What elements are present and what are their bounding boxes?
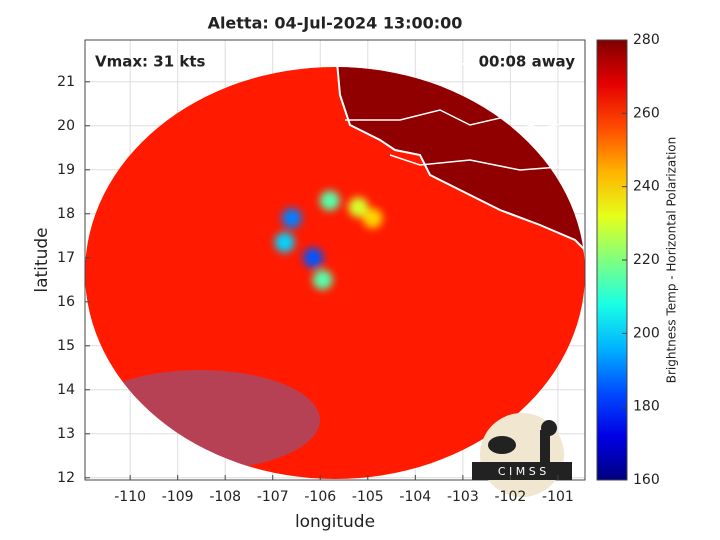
state-border	[389, 154, 585, 171]
time-label: 00:08 away	[479, 53, 576, 71]
y-tick-label: 21	[57, 74, 75, 90]
x-tick-label: -102	[494, 489, 526, 505]
y-tick-label: 16	[57, 294, 75, 310]
x-tick-label: -105	[352, 489, 384, 505]
colorbar-tick-label: 200	[633, 325, 660, 341]
state-border	[429, 49, 585, 71]
colorbar-tick-label: 220	[633, 252, 660, 268]
y-tick-label: 17	[57, 250, 75, 266]
x-axis-label: longitude	[295, 512, 375, 532]
y-tick-label: 13	[57, 426, 75, 442]
y-tick-label: 12	[57, 470, 75, 486]
chart-title: Aletta: 04-Jul-2024 13:00:00	[208, 14, 463, 33]
axes-frame	[84, 39, 586, 481]
y-tick-label: 15	[57, 338, 75, 354]
logo: C I M S S	[472, 413, 572, 497]
state-border	[345, 109, 585, 129]
y-tick-label: 18	[57, 206, 75, 222]
colorbar-tick-label: 280	[633, 32, 660, 48]
logo-text: C I M S S	[498, 465, 546, 478]
cold-cell	[274, 232, 295, 253]
x-tick-label: -103	[447, 489, 479, 505]
colorbar-tick-label: 260	[633, 105, 660, 121]
colorbar-label: Brightness Temp - Horizontal Polarizatio…	[665, 137, 679, 384]
x-tick-label: -101	[542, 489, 574, 505]
y-tick-label: 14	[57, 382, 75, 398]
cold-cell	[362, 208, 383, 229]
cold-cell	[312, 269, 333, 290]
x-tick-label: -104	[399, 489, 431, 505]
x-tick-label: -107	[257, 489, 289, 505]
x-tick-label: -109	[162, 489, 194, 505]
cold-cell	[281, 208, 302, 229]
colorbar-tick-label: 160	[633, 472, 660, 488]
y-tick-label: 20	[57, 118, 75, 134]
x-tick-label: -110	[114, 489, 146, 505]
colorbar-tick-label: 240	[633, 179, 660, 195]
y-tick-label: 19	[57, 162, 75, 178]
cold-cell	[303, 247, 324, 268]
vmax-label: Vmax: 31 kts	[95, 53, 205, 71]
x-tick-label: -108	[209, 489, 241, 505]
colorbar-tick-label: 180	[633, 399, 660, 415]
x-tick-label: -106	[304, 489, 336, 505]
y-axis-label: latitude	[32, 227, 52, 292]
cold-cell	[319, 190, 340, 211]
cold-cell	[348, 197, 369, 218]
